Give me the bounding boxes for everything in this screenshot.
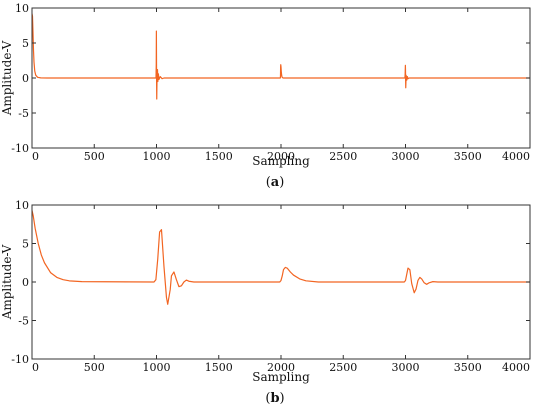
x-tick-label-a: 1500 [205, 150, 233, 163]
x-tick-label-a: 4000 [502, 150, 530, 163]
y-tick-label-b: 0 [22, 276, 29, 289]
y-tick-label-b: -5 [18, 315, 29, 328]
chart-panel-a: 0 500 1000 1500 2000 2500 3000 3500 4000 10 5 0 -5 -… [0, 2, 531, 190]
x-axis-label-a: Sampling [252, 154, 310, 168]
x-tick-label-b: 3500 [454, 361, 482, 374]
x-axis-a: 0 500 1000 1500 2000 2500 3000 3500 4000 [31, 8, 531, 163]
y-tick-label-b: 5 [22, 238, 29, 251]
y-axis-b: 10 5 0 -5 -10 [11, 199, 530, 366]
x-tick-label-b: 2000 [267, 361, 295, 374]
x-tick-label-a: 2500 [329, 150, 357, 163]
x-tick-label-a: 3500 [454, 150, 482, 163]
y-tick-label-b: 10 [15, 199, 29, 212]
panel-label-b: (b) [265, 391, 284, 406]
plot-frame-b [31, 204, 531, 360]
x-tick-label-b: 1500 [205, 361, 233, 374]
x-axis-label-b: Sampling [252, 370, 310, 384]
x-tick-label-b: 0 [32, 361, 39, 374]
x-tick-label-a: 3000 [392, 150, 420, 163]
series-line-a-0 [32, 13, 530, 100]
x-tick-label-b: 1000 [143, 361, 171, 374]
x-tick-label-a: 2000 [267, 150, 295, 163]
y-tick-label-b: -10 [11, 353, 29, 366]
x-tick-label-b: 3000 [392, 361, 420, 374]
x-tick-label-b: 2500 [329, 361, 357, 374]
y-tick-label-a: 0 [22, 72, 29, 85]
y-axis-label-a: Amplitude-V [0, 40, 14, 116]
x-axis-b: 0 500 1000 1500 2000 2500 3000 3500 4000 [31, 205, 531, 374]
x-tick-label-b: 4000 [502, 361, 530, 374]
y-tick-label-a: 5 [22, 37, 29, 50]
chart-panel-b: 0 500 1000 1500 2000 2500 3000 3500 4000 10 5 0 -5 -… [0, 199, 531, 406]
x-tick-label-b: 500 [84, 361, 105, 374]
y-tick-label-a: -5 [18, 107, 29, 120]
plot-frame-a [31, 7, 531, 149]
x-tick-label-a: 500 [84, 150, 105, 163]
y-axis-label-b: Amplitude-V [0, 244, 14, 320]
panel-label-a: (a) [266, 175, 285, 190]
panel-label-a-letter: a [271, 175, 280, 190]
series-line-b-0 [32, 210, 530, 305]
x-tick-label-a: 0 [32, 150, 39, 163]
y-tick-label-a: 10 [15, 2, 29, 15]
y-tick-label-a: -10 [11, 142, 29, 155]
panel-label-b-letter: b [270, 391, 279, 406]
x-tick-label-a: 1000 [143, 150, 171, 163]
